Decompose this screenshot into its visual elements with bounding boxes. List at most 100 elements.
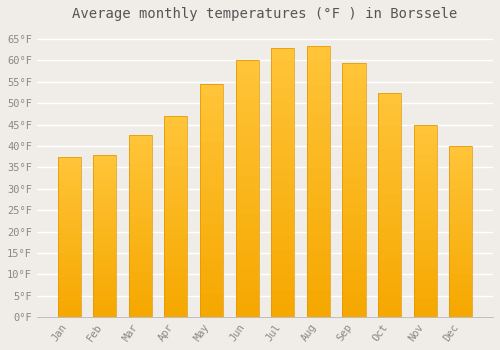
Bar xyxy=(93,171,116,179)
Bar xyxy=(200,177,223,189)
Bar xyxy=(236,227,258,240)
Bar xyxy=(378,171,401,182)
Bar xyxy=(236,61,258,73)
Bar xyxy=(128,135,152,317)
Bar xyxy=(58,285,80,293)
Bar xyxy=(307,263,330,277)
Bar xyxy=(58,269,80,277)
Bar xyxy=(164,176,188,187)
Bar xyxy=(342,101,365,113)
Bar xyxy=(164,227,188,237)
Bar xyxy=(128,235,152,244)
Bar xyxy=(342,304,365,317)
Bar xyxy=(271,304,294,317)
Bar xyxy=(58,229,80,237)
Bar xyxy=(414,182,436,192)
Bar xyxy=(58,301,80,309)
Bar xyxy=(307,181,330,195)
Bar xyxy=(58,293,80,301)
Bar xyxy=(414,269,436,279)
Bar xyxy=(449,215,472,223)
Bar xyxy=(307,46,330,317)
Bar xyxy=(342,266,365,279)
Bar xyxy=(236,99,258,112)
Bar xyxy=(164,116,188,126)
Bar xyxy=(200,201,223,212)
Bar xyxy=(271,196,294,209)
Bar xyxy=(449,300,472,309)
Bar xyxy=(271,155,294,169)
Bar xyxy=(93,252,116,260)
Bar xyxy=(236,253,258,266)
Bar xyxy=(164,307,188,317)
Bar xyxy=(128,281,152,290)
Bar xyxy=(414,250,436,259)
Bar xyxy=(236,61,258,317)
Bar xyxy=(236,73,258,86)
Bar xyxy=(93,228,116,236)
Bar xyxy=(200,189,223,201)
Bar xyxy=(378,182,401,194)
Bar xyxy=(58,197,80,205)
Bar xyxy=(200,294,223,306)
Bar xyxy=(449,172,472,180)
Bar xyxy=(200,84,223,317)
Bar xyxy=(271,115,294,128)
Bar xyxy=(236,189,258,202)
Bar xyxy=(307,46,330,59)
Bar xyxy=(58,157,80,317)
Bar xyxy=(307,127,330,141)
Title: Average monthly temperatures (°F ) in Borssele: Average monthly temperatures (°F ) in Bo… xyxy=(72,7,458,21)
Bar xyxy=(164,116,188,317)
Bar xyxy=(128,299,152,308)
Bar xyxy=(449,266,472,274)
Bar xyxy=(271,88,294,102)
Bar xyxy=(414,173,436,182)
Bar xyxy=(164,187,188,196)
Bar xyxy=(58,309,80,317)
Bar xyxy=(271,277,294,290)
Bar xyxy=(164,237,188,247)
Bar xyxy=(93,155,116,317)
Bar xyxy=(449,197,472,206)
Bar xyxy=(58,181,80,189)
Bar xyxy=(58,213,80,221)
Bar xyxy=(164,217,188,227)
Bar xyxy=(58,245,80,253)
Bar xyxy=(236,150,258,163)
Bar xyxy=(128,163,152,172)
Bar xyxy=(128,308,152,317)
Bar xyxy=(164,166,188,176)
Bar xyxy=(414,298,436,308)
Bar xyxy=(414,308,436,317)
Bar xyxy=(307,303,330,317)
Bar xyxy=(378,115,401,126)
Bar xyxy=(164,146,188,156)
Bar xyxy=(200,271,223,282)
Bar xyxy=(414,125,436,317)
Bar xyxy=(342,63,365,317)
Bar xyxy=(58,157,80,317)
Bar xyxy=(414,211,436,221)
Bar xyxy=(236,266,258,279)
Bar xyxy=(236,112,258,125)
Bar xyxy=(342,164,365,177)
Bar xyxy=(236,61,258,317)
Bar xyxy=(449,146,472,155)
Bar xyxy=(449,180,472,189)
Bar xyxy=(93,187,116,195)
Bar xyxy=(128,154,152,163)
Bar xyxy=(164,247,188,257)
Bar xyxy=(414,144,436,154)
Bar xyxy=(93,309,116,317)
Bar xyxy=(271,48,294,317)
Bar xyxy=(200,107,223,119)
Bar xyxy=(342,75,365,88)
Bar xyxy=(164,156,188,166)
Bar xyxy=(93,285,116,293)
Bar xyxy=(58,165,80,173)
Bar xyxy=(271,48,294,317)
Bar xyxy=(200,84,223,317)
Bar xyxy=(128,226,152,235)
Bar xyxy=(414,279,436,288)
